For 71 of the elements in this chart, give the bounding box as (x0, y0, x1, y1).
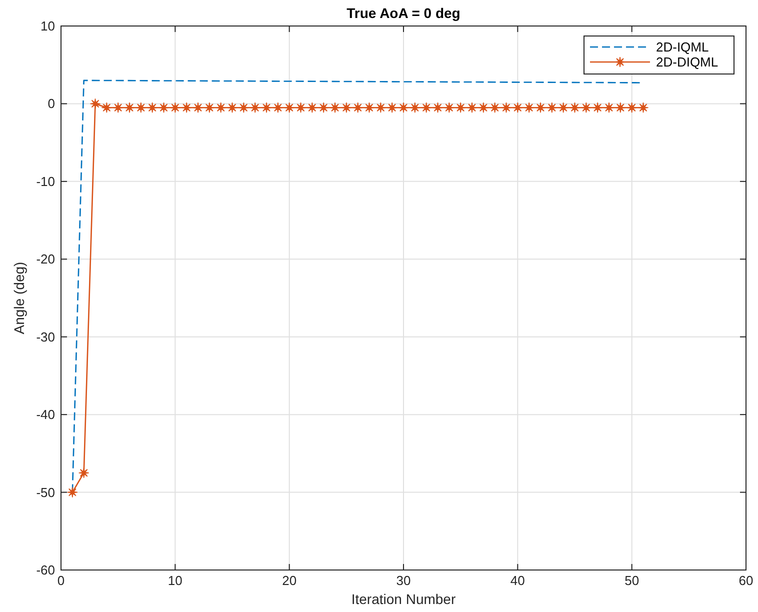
y-tick-label: 10 (40, 18, 55, 34)
point (580, 102, 592, 113)
point (124, 102, 135, 113)
y-tick-label: -40 (36, 407, 55, 422)
legend-label: 2D-DIQML (656, 54, 718, 70)
point (558, 102, 569, 113)
point (295, 102, 306, 113)
point (136, 102, 146, 113)
point (386, 102, 398, 113)
chart-title: True AoA = 0 deg (346, 5, 460, 21)
point (67, 486, 78, 498)
y-tick-label: -20 (36, 252, 55, 267)
point (250, 102, 260, 113)
x-axis-title: Iteration Number (351, 591, 456, 607)
point (318, 102, 329, 113)
y-tick-label: -50 (36, 484, 55, 500)
point (478, 102, 489, 113)
x-tick-label: 60 (738, 573, 754, 588)
point (638, 102, 649, 113)
point (420, 102, 432, 113)
point (546, 102, 558, 113)
point (569, 102, 580, 113)
point (410, 102, 420, 113)
x-tick-label: 50 (624, 573, 640, 588)
x-tick-label: 30 (396, 573, 411, 588)
point (284, 102, 295, 113)
point (204, 102, 215, 113)
point (261, 102, 272, 113)
point (592, 102, 603, 113)
point (158, 102, 170, 113)
point (364, 102, 375, 113)
point (500, 102, 512, 113)
point (444, 102, 455, 113)
point (330, 102, 340, 113)
point (238, 102, 250, 113)
point (466, 102, 478, 113)
point (512, 102, 524, 113)
point (455, 102, 466, 113)
y-axis-title: Angle (deg) (11, 262, 27, 334)
point (192, 102, 204, 113)
point (524, 102, 534, 113)
point (626, 102, 638, 113)
point (535, 102, 546, 113)
y-tick-label: -30 (36, 329, 55, 344)
point (306, 102, 318, 113)
point (604, 102, 614, 113)
point (375, 102, 386, 113)
point (489, 102, 500, 113)
point (146, 102, 158, 113)
point (398, 102, 409, 113)
point (78, 467, 90, 478)
point (272, 102, 284, 113)
y-tick-label: 0 (48, 96, 55, 112)
point (341, 102, 352, 113)
x-tick-label: 40 (510, 573, 525, 588)
point (352, 102, 364, 113)
point (181, 102, 192, 113)
x-tick-label: 20 (282, 573, 297, 588)
x-tick-label: 10 (168, 573, 182, 588)
y-tick-label: -10 (36, 174, 55, 189)
point (112, 102, 124, 113)
point (226, 102, 238, 113)
point (432, 102, 444, 113)
point (90, 98, 101, 110)
x-tick-label: 0 (57, 573, 65, 588)
point (101, 102, 112, 113)
y-tick-label: -60 (36, 562, 55, 578)
legend-label: 2D-IQML (656, 40, 709, 54)
point (170, 102, 181, 113)
point (615, 102, 626, 113)
point (215, 102, 226, 113)
